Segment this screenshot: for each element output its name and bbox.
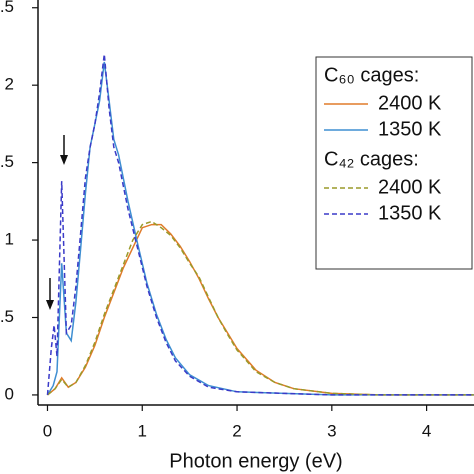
legend-label: 2400 K — [378, 92, 442, 114]
x-tick-label: 0 — [43, 421, 52, 440]
y-tick-label: 2.5 — [0, 0, 14, 16]
x-tick-label: 2 — [232, 421, 241, 440]
legend-label: 1350 K — [378, 118, 442, 140]
legend-group-title: C₄₂ cages: — [324, 148, 419, 170]
x-tick-label: 1 — [138, 421, 147, 440]
series-line — [47, 220, 474, 396]
series-line — [46, 54, 474, 396]
legend-label: 2400 K — [378, 176, 442, 198]
legend-label: 1350 K — [378, 202, 442, 224]
arrow-head — [60, 155, 68, 165]
y-tick-label: 0 — [5, 384, 14, 403]
arrow-head — [46, 300, 54, 310]
y-tick-label: 1 — [5, 230, 14, 249]
legend-box — [315, 56, 473, 270]
legend-group-title: C₆₀ cages: — [324, 64, 419, 86]
series-line — [46, 61, 474, 396]
y-tick-label: 2 — [5, 75, 14, 94]
y-tick-label: 1.5 — [0, 152, 14, 171]
x-tick-label: 4 — [422, 421, 431, 440]
y-tick-label: 0.5 — [0, 307, 14, 326]
x-tick-label: 3 — [327, 421, 336, 440]
x-axis-label: Photon energy (eV) — [169, 450, 342, 472]
